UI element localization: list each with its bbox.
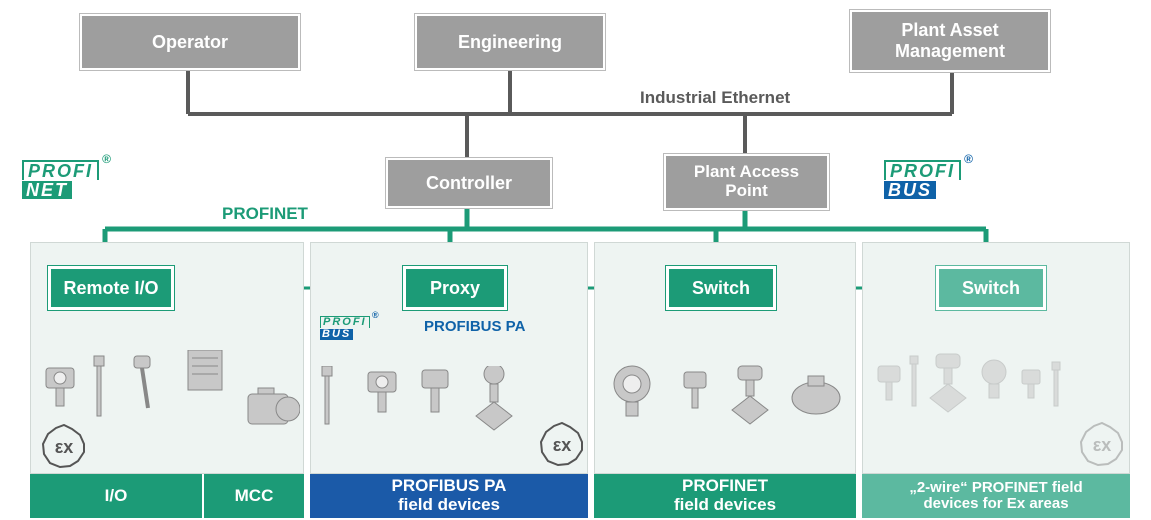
svg-text:εx: εx bbox=[553, 435, 572, 455]
switch1-label: Switch bbox=[692, 278, 750, 299]
controller-label: Controller bbox=[426, 173, 512, 194]
ex-badge-icon: εx bbox=[42, 424, 86, 468]
engineering-label: Engineering bbox=[458, 32, 562, 53]
footer-2wire: „2-wire“ PROFINET field devices for Ex a… bbox=[862, 474, 1130, 518]
footer-profinet: PROFINET field devices bbox=[594, 474, 856, 518]
profibus-small-logo: ® PROFI BUS bbox=[320, 316, 370, 340]
profibus-logo-top: PROFI bbox=[884, 160, 961, 180]
profibus-pa-label: PROFIBUS PA bbox=[424, 318, 525, 335]
switch2-label: Switch bbox=[962, 278, 1020, 299]
switch1-box: Switch bbox=[666, 266, 776, 310]
engineering-box: Engineering bbox=[415, 14, 605, 70]
svg-text:εx: εx bbox=[55, 437, 74, 457]
footer-io: I/O bbox=[30, 474, 202, 518]
panel3-devices bbox=[610, 364, 850, 460]
profinet-logo-bottom: NET bbox=[22, 181, 72, 199]
plant-asset-label: Plant Asset Management bbox=[895, 20, 1005, 61]
registered-icon: ® bbox=[372, 310, 379, 320]
footer-profibus-pa: PROFIBUS PA field devices bbox=[310, 474, 588, 518]
panel2-devices bbox=[318, 366, 568, 462]
footer-2wire-label: „2-wire“ PROFINET field devices for Ex a… bbox=[909, 480, 1082, 513]
profibus-small-bottom: BUS bbox=[320, 329, 353, 340]
remote-io-label: Remote I/O bbox=[63, 278, 158, 299]
profinet-text-label: PROFINET bbox=[222, 204, 308, 224]
plant-access-label: Plant Access Point bbox=[694, 163, 799, 200]
ex-badge-icon: εx bbox=[540, 422, 584, 466]
profibus-logo-bottom: BUS bbox=[884, 181, 936, 199]
footer-profibus-label: PROFIBUS PA field devices bbox=[392, 477, 507, 514]
ex-badge-icon: εx bbox=[1080, 422, 1124, 466]
plant-asset-mgmt-box: Plant Asset Management bbox=[850, 10, 1050, 72]
footer-mcc: MCC bbox=[204, 474, 304, 518]
footer-io-label: I/O bbox=[105, 486, 128, 506]
switch2-box: Switch bbox=[936, 266, 1046, 310]
footer-profinet-label: PROFINET field devices bbox=[674, 477, 776, 514]
remote-io-box: Remote I/O bbox=[48, 266, 174, 310]
plant-access-point-box: Plant Access Point bbox=[664, 154, 829, 210]
profinet-logo: ® PROFI NET bbox=[22, 160, 99, 201]
proxy-box: Proxy bbox=[403, 266, 507, 310]
svg-text:εx: εx bbox=[1093, 435, 1112, 455]
profibus-small-top: PROFI bbox=[320, 316, 370, 328]
registered-icon: ® bbox=[102, 152, 111, 166]
operator-box: Operator bbox=[80, 14, 300, 70]
proxy-label: Proxy bbox=[430, 278, 480, 299]
operator-label: Operator bbox=[152, 32, 228, 53]
profinet-logo-top: PROFI bbox=[22, 160, 99, 180]
profibus-logo: ® PROFI BUS bbox=[884, 160, 961, 201]
controller-box: Controller bbox=[386, 158, 552, 208]
industrial-ethernet-label: Industrial Ethernet bbox=[640, 88, 790, 108]
footer-mcc-label: MCC bbox=[235, 486, 274, 506]
registered-icon: ® bbox=[964, 152, 973, 166]
